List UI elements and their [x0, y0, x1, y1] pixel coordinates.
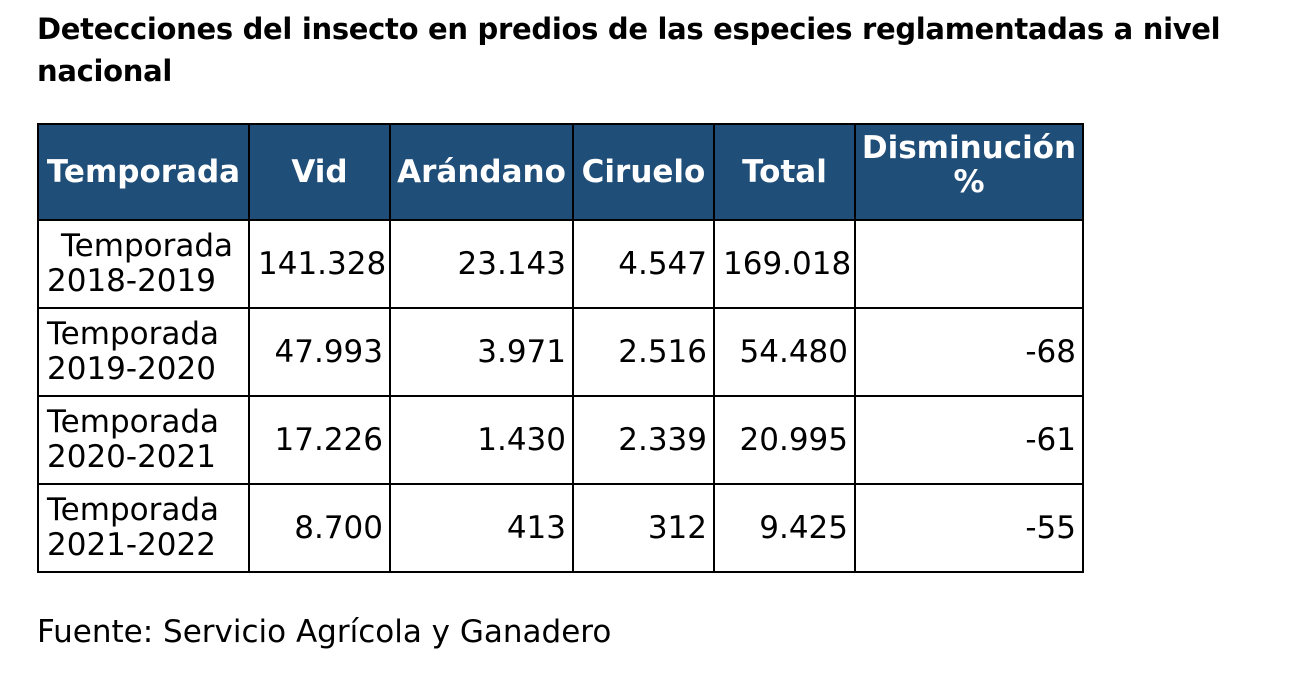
season-cell: Temporada 2018-2019: [37, 219, 250, 309]
season-label: Temporada: [61, 228, 233, 264]
disminucion-cell: -61: [854, 395, 1084, 485]
season-years: 2018-2019: [47, 263, 216, 299]
total-cell: 169.018: [713, 219, 856, 309]
arandano-cell: 3.971: [389, 307, 574, 397]
season-label: Temporada: [47, 316, 219, 352]
vid-cell: 141.328: [248, 219, 391, 309]
header-arandano: Arándano: [389, 123, 574, 221]
ciruelo-cell: 2.516: [572, 307, 715, 397]
header-total: Total: [713, 123, 856, 221]
source-note: Fuente: Servicio Agrícola y Ganadero: [37, 614, 612, 650]
season-years: 2019-2020: [47, 351, 216, 387]
header-vid: Vid: [248, 123, 391, 221]
vid-cell: 17.226: [248, 395, 391, 485]
header-ciruelo: Ciruelo: [572, 123, 715, 221]
vid-cell: 47.993: [248, 307, 391, 397]
detections-table: Temporada Vid Arándano Ciruelo Total Dis…: [37, 123, 1084, 573]
header-disminucion: Disminución %: [854, 123, 1084, 221]
season-years: 2020-2021: [47, 439, 216, 475]
arandano-cell: 23.143: [389, 219, 574, 309]
total-cell: 20.995: [713, 395, 856, 485]
ciruelo-cell: 2.339: [572, 395, 715, 485]
season-cell: Temporada 2020-2021: [37, 395, 250, 485]
ciruelo-cell: 4.547: [572, 219, 715, 309]
arandano-cell: 413: [389, 483, 574, 573]
arandano-cell: 1.430: [389, 395, 574, 485]
ciruelo-cell: 312: [572, 483, 715, 573]
table-row: Temporada 2021-2022 8.700 413 312 9.425 …: [37, 483, 1084, 573]
header-row: Temporada Vid Arándano Ciruelo Total Dis…: [37, 123, 1084, 221]
vid-cell: 8.700: [248, 483, 391, 573]
season-label: Temporada: [47, 492, 219, 528]
season-label: Temporada: [47, 404, 219, 440]
disminucion-cell: -68: [854, 307, 1084, 397]
table-row: Temporada 2020-2021 17.226 1.430 2.339 2…: [37, 395, 1084, 485]
season-years: 2021-2022: [47, 527, 216, 563]
total-cell: 9.425: [713, 483, 856, 573]
season-cell: Temporada 2021-2022: [37, 483, 250, 573]
disminucion-cell: [854, 219, 1084, 309]
table-row: Temporada 2018-2019 141.328 23.143 4.547…: [37, 219, 1084, 309]
table-row: Temporada 2019-2020 47.993 3.971 2.516 5…: [37, 307, 1084, 397]
season-cell: Temporada 2019-2020: [37, 307, 250, 397]
disminucion-cell: -55: [854, 483, 1084, 573]
page-title: Detecciones del insecto en predios de la…: [37, 12, 1221, 88]
total-cell: 54.480: [713, 307, 856, 397]
header-temporada: Temporada: [37, 123, 250, 221]
